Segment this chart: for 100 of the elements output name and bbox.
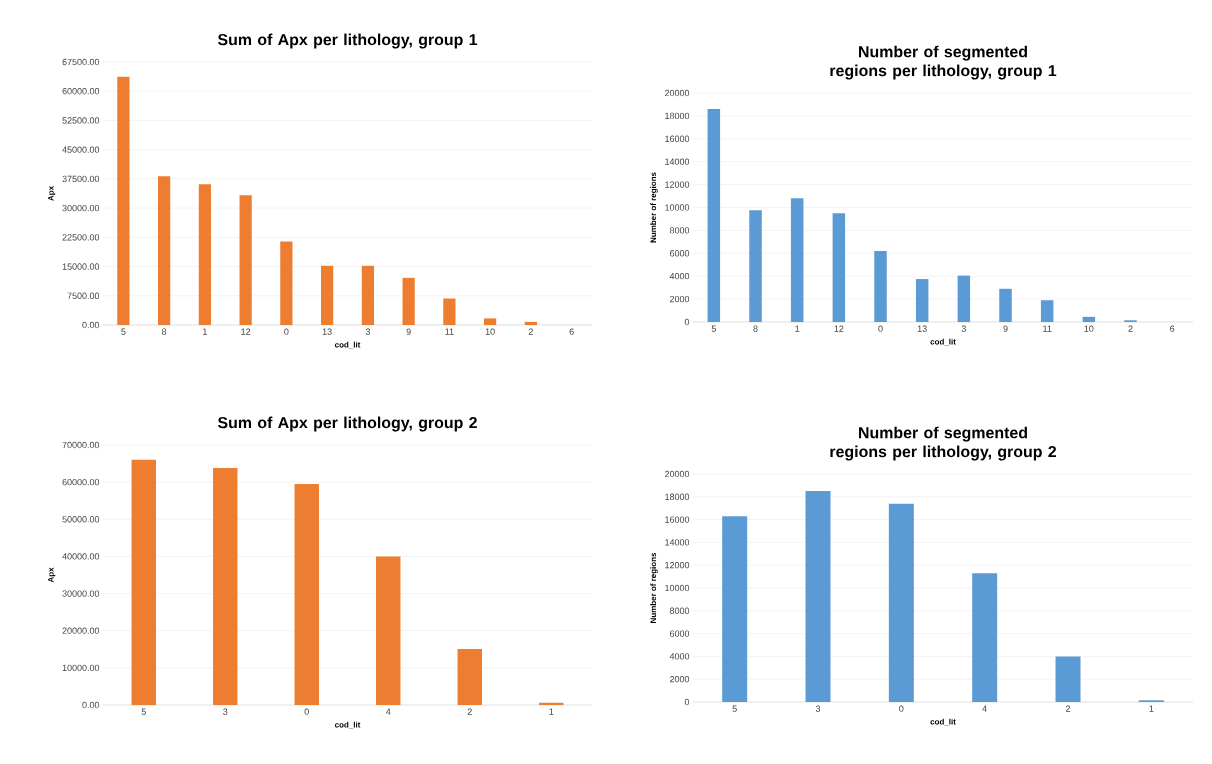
y-tick-label: 8000 [669, 607, 690, 614]
x-tick-label: 11 [1043, 325, 1052, 332]
bar [915, 279, 929, 322]
bar [874, 251, 887, 322]
x-tick-label: 5 [121, 328, 126, 335]
bar [484, 318, 497, 325]
y-tick-label: 30000.00 [62, 590, 100, 597]
y-tick-label: 22500.00 [62, 234, 100, 241]
y-tick-label: 0 [684, 318, 690, 326]
bar [749, 210, 762, 322]
y-tick-label: 16000 [665, 135, 690, 142]
y-tick-label: 0.00 [82, 321, 100, 329]
x-tick-label: 12 [834, 325, 844, 332]
y-tick-label: 18000 [665, 493, 690, 500]
bar [131, 459, 156, 705]
y-tick-label: 14000 [665, 539, 690, 546]
x-tick-label: 13 [322, 328, 332, 335]
bar [999, 288, 1012, 322]
chart-title: Number of segmented regions per lithology, group 2 [830, 426, 1057, 461]
x-tick-label: 0 [304, 708, 309, 715]
x-tick-label: 2 [1128, 325, 1133, 332]
bar [805, 491, 831, 702]
bar [1082, 316, 1096, 322]
y-tick-label: 20000 [665, 470, 690, 478]
y-tick-label: 12000 [665, 562, 690, 569]
bar [213, 468, 238, 705]
x-tick-label: 11 [445, 328, 454, 335]
x-tick-label: 3 [961, 325, 966, 332]
bar [443, 298, 456, 325]
x-tick-label: 0 [878, 325, 883, 332]
y-tick-label: 15000.00 [62, 263, 100, 270]
bar [158, 176, 171, 325]
bar [280, 241, 293, 325]
chart-title: Number of segmented regions per lithology, group 1 [830, 45, 1057, 80]
y-tick-label: 8000 [669, 227, 690, 234]
y-tick-label: 45000.00 [62, 146, 100, 153]
x-tick-label: 5 [711, 325, 716, 332]
y-tick-label: 6000 [669, 250, 690, 257]
y-tick-label: 4000 [669, 653, 690, 660]
y-tick-label: 70000.00 [62, 441, 100, 449]
y-tick-label: 30000.00 [62, 204, 100, 212]
bar [957, 275, 971, 322]
bar [790, 198, 804, 322]
x-tick-label: 9 [406, 328, 411, 335]
y-tick-label: 10000 [665, 204, 690, 211]
bar [888, 503, 914, 702]
bar [524, 321, 537, 325]
y-tick-label: 20000 [665, 89, 690, 97]
bar [117, 76, 130, 325]
y-tick-label: 2000 [669, 295, 690, 303]
y-tick-label: 12000 [665, 181, 690, 188]
x-tick-label: 4 [982, 705, 987, 712]
y-tick-label: 2000 [669, 676, 690, 683]
bar [722, 516, 748, 702]
y-tick-label: 16000 [665, 516, 690, 523]
bar [457, 648, 482, 705]
x-tick-label: 8 [162, 328, 167, 335]
chart-title: Sum of Apx per lithology, group 2 [217, 416, 477, 432]
y-tick-label: 37500.00 [62, 175, 100, 183]
y-tick-label: 10000.00 [62, 664, 100, 672]
x-tick-label: 1 [1149, 705, 1154, 712]
y-tick-label: 6000 [669, 630, 690, 637]
bar [198, 184, 211, 325]
bar [361, 265, 374, 325]
bar [1040, 300, 1054, 322]
x-tick-label: 10 [485, 328, 495, 335]
x-tick-label: 3 [365, 328, 370, 335]
x-tick-label: 3 [223, 708, 228, 715]
x-tick-label: 8 [753, 325, 758, 332]
x-tick-label: 1 [203, 328, 207, 335]
x-tick-label: 5 [141, 708, 146, 715]
y-tick-label: 52500.00 [62, 117, 100, 124]
x-tick-label: 0 [284, 328, 289, 335]
x-tick-label: 2 [1065, 705, 1071, 712]
x-tick-label: 9 [1003, 325, 1008, 332]
bar [294, 484, 319, 705]
bar [321, 265, 334, 325]
x-tick-label: 0 [899, 705, 904, 712]
x-tick-label: 6 [1170, 325, 1175, 332]
y-tick-label: 0.00 [82, 701, 100, 709]
y-tick-label: 60000.00 [62, 478, 100, 486]
x-tick-label: 1 [795, 325, 800, 332]
bar [1055, 656, 1081, 702]
bar [832, 213, 846, 322]
y-tick-label: 10000 [665, 584, 690, 592]
x-tick-label: 13 [917, 325, 927, 332]
y-tick-label: 20000.00 [62, 627, 100, 634]
bar [707, 109, 721, 322]
y-tick-label: 18000 [665, 112, 690, 120]
chart-title: Sum of Apx per lithology, group 1 [217, 33, 478, 49]
y-tick-label: 0 [684, 698, 690, 706]
x-tick-label: 12 [241, 328, 251, 335]
bar [239, 195, 252, 325]
x-tick-label: 3 [815, 705, 821, 712]
bar [376, 556, 401, 705]
y-tick-label: 60000.00 [62, 88, 100, 95]
y-tick-label: 4000 [669, 273, 690, 280]
x-tick-label: 1 [549, 708, 554, 715]
y-tick-label: 14000 [665, 158, 690, 165]
bar [972, 573, 998, 702]
